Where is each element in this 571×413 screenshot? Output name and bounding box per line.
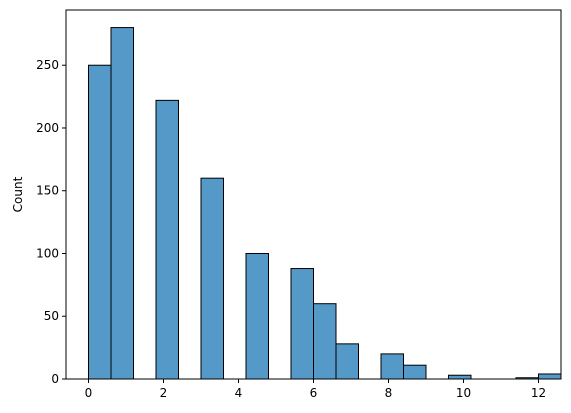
histogram-bar [313, 303, 337, 380]
histogram-bar [403, 364, 427, 380]
histogram-bar [380, 353, 404, 380]
x-tick-label: 2 [160, 386, 168, 400]
histogram-bar [290, 268, 314, 380]
x-axis: 0 2 4 6 8 10 12 [85, 379, 546, 400]
x-tick-label: 0 [85, 386, 93, 400]
y-tick-label: 100 [36, 246, 59, 260]
histogram-bar [110, 27, 134, 380]
histogram-bar [245, 252, 269, 380]
x-tick-label: 12 [531, 386, 546, 400]
y-axis: 0 50 100 150 200 250 [36, 58, 66, 386]
y-tick-label: 200 [36, 121, 59, 135]
histogram-bar [88, 64, 112, 380]
histogram-bar [155, 99, 179, 380]
histogram-bar [538, 373, 562, 380]
x-tick-label: 8 [385, 386, 393, 400]
y-axis-label: Count [11, 176, 25, 212]
histogram-bar [448, 374, 472, 380]
plot-frame [65, 9, 562, 380]
bars-group [88, 27, 562, 380]
histogram-bar [335, 343, 359, 380]
y-tick-label: 250 [36, 58, 59, 72]
x-tick-label: 6 [310, 386, 318, 400]
y-tick-label: 150 [36, 184, 59, 198]
y-tick-label: 50 [44, 309, 59, 323]
histogram-bar [200, 177, 224, 380]
y-tick-label: 0 [51, 372, 59, 386]
x-tick-label: 4 [235, 386, 243, 400]
x-tick-label: 10 [456, 386, 471, 400]
